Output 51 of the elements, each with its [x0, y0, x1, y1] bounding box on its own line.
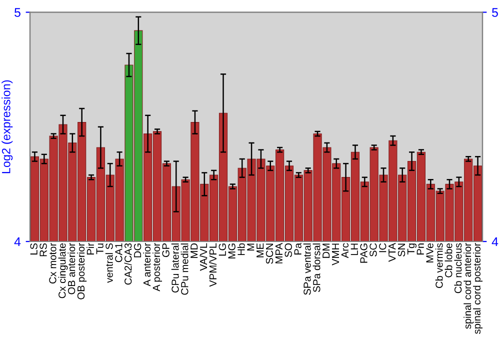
- x-tick-label: OB posterior: [77, 243, 87, 300]
- x-tick-label: Cb nucleus: [454, 243, 462, 294]
- x-tick-label: DM: [322, 244, 330, 258]
- x-tick-label: MPA: [275, 242, 282, 264]
- x-tick-label: DG: [134, 244, 142, 258]
- x-tick-label: CA1: [115, 243, 122, 262]
- x-tick-label: Cx motor: [49, 243, 56, 284]
- x-tick-label: SPa ventral: [303, 244, 311, 295]
- x-tick-label: SC: [370, 243, 377, 257]
- x-tick-label: Pir: [86, 243, 94, 254]
- x-tick-label: MG: [228, 244, 236, 258]
- x-tick-label: SO: [284, 243, 292, 258]
- x-tick-label: RS: [40, 243, 47, 256]
- x-tick-label: LH: [350, 244, 358, 256]
- x-tick-label: VMH: [332, 244, 339, 266]
- y2-tick-label: 4: [492, 237, 498, 246]
- x-tick-label: Pa: [294, 242, 302, 254]
- x-tick-label: ventral S: [105, 243, 113, 283]
- x-tick-label: LG: [218, 244, 226, 256]
- x-tick-label: LS: [30, 243, 38, 254]
- x-tick-label: ME: [256, 243, 264, 258]
- x-tick-label: OB anterior: [68, 243, 76, 294]
- x-tick-label: Hb: [237, 243, 245, 256]
- x-tick-label: SN: [398, 244, 406, 257]
- x-tick-label: SCN: [266, 244, 274, 264]
- x-tick-label: VTA: [388, 242, 396, 262]
- x-tick-label: spinal cord anterior: [464, 243, 474, 329]
- x-tick-label: A posterior: [152, 243, 162, 292]
- x-tick-label: Tu: [96, 244, 104, 254]
- x-tick-label: CPu medial: [180, 244, 188, 295]
- x-tick-label: VPM/VPL: [209, 243, 217, 287]
- x-tick-label: spinal cord posterior: [473, 243, 483, 334]
- x-tick-label: Tg: [407, 244, 417, 254]
- x-tick-label: CPu lateral: [171, 244, 179, 293]
- x-tick-label: VA/VL: [200, 243, 208, 271]
- x-tick-label: CA2/CA3: [124, 243, 132, 285]
- y2-tick-label: 5: [492, 8, 498, 17]
- x-tick-label: MD: [190, 243, 198, 258]
- y-axis-title: Log2 (expression): [2, 80, 13, 174]
- x-tick-label: MVe: [426, 243, 434, 262]
- x-tick-label: GP: [162, 243, 170, 258]
- x-tick-label: IC: [379, 243, 386, 252]
- x-tick-label: Cb lobe: [444, 243, 452, 278]
- x-tick-label: A anterior: [143, 243, 151, 286]
- x-tick-label: Pn: [416, 244, 424, 254]
- x-tick-label: Arc: [341, 243, 349, 258]
- x-tick-label: M: [247, 244, 254, 251]
- x-tick-label: Cb vermis: [435, 243, 443, 288]
- x-tick-label: Cx cingulate: [58, 243, 68, 298]
- x-tick-label: PAG: [360, 244, 368, 263]
- x-tick-label: SPa dorsal: [312, 244, 320, 292]
